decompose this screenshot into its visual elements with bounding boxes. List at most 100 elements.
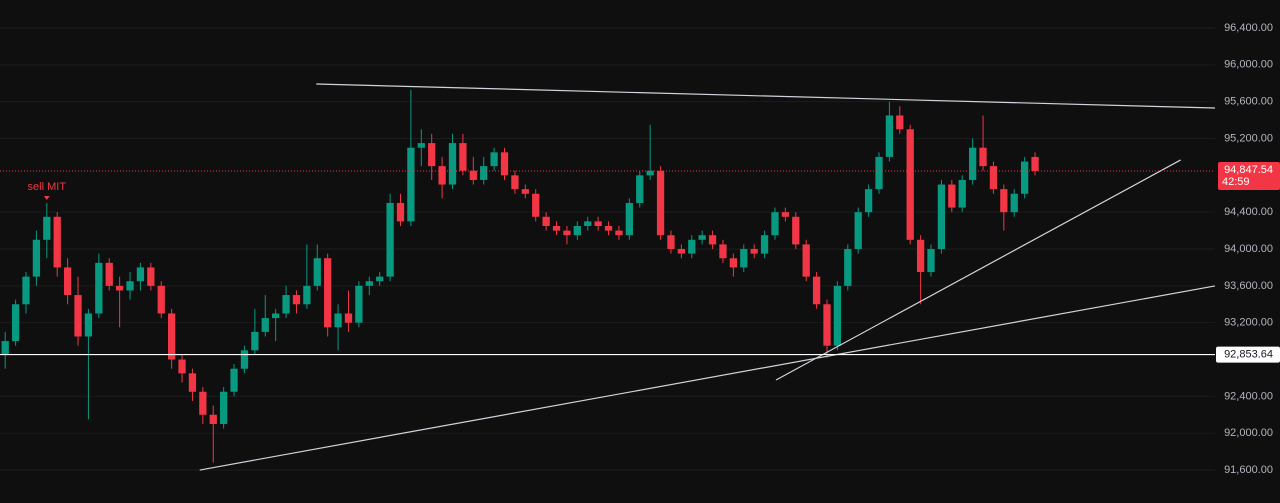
candle-body — [979, 147, 987, 167]
candle-body — [989, 166, 998, 190]
candle-body — [11, 304, 20, 342]
candle-body — [417, 143, 425, 148]
candle-body — [272, 313, 280, 319]
candle-body — [32, 239, 41, 277]
y-tick-label: 95,200.00 — [1224, 132, 1273, 144]
candle-body — [594, 221, 602, 226]
candle-body — [396, 202, 405, 222]
candle-body — [688, 239, 696, 254]
candle-body — [386, 202, 394, 277]
last-price-label: 94,847.54 — [1224, 164, 1273, 176]
candle-body — [324, 258, 332, 328]
countdown: 42:59 — [1222, 176, 1250, 188]
candle-body — [708, 235, 717, 245]
candle-body — [292, 295, 301, 305]
trend-line — [775, 159, 1181, 381]
candle-body — [365, 281, 373, 286]
candle-body — [573, 225, 581, 236]
y-tick-label: 94,000.00 — [1224, 243, 1273, 255]
candle-body — [532, 193, 540, 217]
candle-body — [500, 152, 509, 176]
candle-body — [126, 281, 134, 291]
candle-body — [261, 318, 269, 332]
candle-body — [22, 276, 30, 305]
candle-body — [43, 216, 51, 240]
candle-body — [1000, 189, 1008, 213]
candle-body — [84, 313, 93, 337]
candle-body — [1020, 161, 1029, 194]
candle-body — [334, 313, 342, 328]
candle-body — [313, 258, 321, 286]
candle-body — [480, 166, 488, 180]
y-tick-label: 93,600.00 — [1224, 280, 1273, 292]
candle-body — [927, 249, 935, 273]
candle-body — [251, 331, 259, 351]
candle-body — [968, 147, 977, 180]
y-tick-label: 92,400.00 — [1224, 390, 1273, 402]
candle-body — [563, 230, 571, 236]
candle-body — [948, 184, 956, 208]
y-tick-label: 91,600.00 — [1224, 464, 1273, 476]
candle-body — [615, 230, 623, 236]
candle-body — [63, 267, 72, 296]
horizontal-line-label: 92,853.64 — [1224, 348, 1273, 360]
candle-body — [240, 350, 249, 369]
candle-body — [220, 391, 228, 424]
candle-body — [885, 115, 894, 157]
candle-body — [511, 175, 519, 190]
candle-body — [823, 304, 831, 346]
y-tick-label: 92,000.00 — [1224, 427, 1273, 439]
candle-body — [729, 258, 738, 268]
candle-body — [1, 341, 9, 355]
y-tick-label: 96,400.00 — [1224, 22, 1273, 34]
candle-body — [303, 285, 311, 305]
candle-body — [147, 267, 155, 286]
candle-body — [802, 244, 810, 277]
candle-body — [209, 414, 217, 424]
candle-body — [74, 295, 82, 337]
candle-body — [178, 359, 186, 374]
candle-body — [282, 295, 290, 314]
candle-body — [584, 221, 592, 226]
candle-body — [740, 249, 748, 268]
candle-body — [958, 179, 966, 208]
y-tick-label: 95,600.00 — [1224, 96, 1273, 108]
candle-body — [636, 175, 644, 203]
candle-body — [833, 285, 842, 346]
candle-body — [760, 235, 769, 254]
candle-body — [438, 166, 446, 185]
last-price-tag — [1218, 161, 1280, 190]
candle-body — [115, 285, 124, 291]
candle-body — [448, 143, 457, 185]
candle-body — [771, 212, 779, 236]
candle-body — [552, 225, 561, 231]
candle-body — [230, 368, 238, 392]
candle-body — [677, 249, 685, 254]
plot: sell MIT — [0, 83, 1216, 471]
candle-body — [656, 170, 665, 236]
candle-body — [407, 147, 415, 222]
candle-body — [188, 373, 197, 392]
y-tick-label: 93,200.00 — [1224, 317, 1273, 329]
candle-body — [896, 115, 904, 130]
annotation: sell MIT — [28, 181, 67, 193]
candle-body — [355, 285, 363, 323]
y-tick-label: 96,000.00 — [1224, 59, 1273, 71]
candle-body — [376, 276, 384, 282]
candle-body — [95, 262, 103, 314]
candle-body — [167, 313, 176, 360]
candle-body — [906, 129, 914, 240]
candle-body — [864, 189, 873, 213]
candle-body — [199, 391, 207, 415]
candle-body — [916, 239, 925, 273]
candle-body — [667, 235, 675, 250]
candle-body — [750, 249, 758, 254]
candle-body — [521, 189, 529, 194]
candle-body — [157, 285, 165, 314]
horizontal-line-tag — [1216, 346, 1280, 363]
trend-line — [199, 285, 1216, 471]
candle-body — [428, 143, 436, 167]
